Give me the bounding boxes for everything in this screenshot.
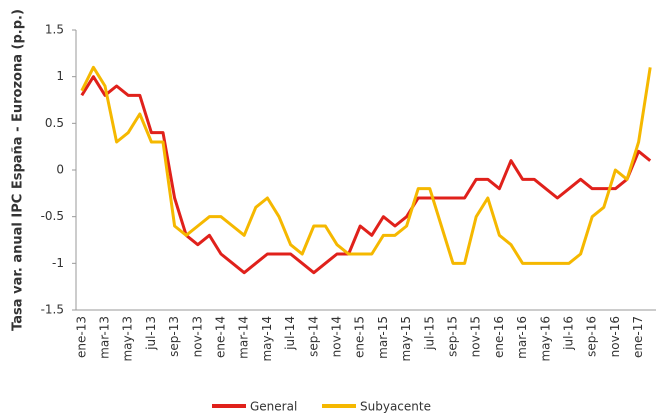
- x-tick-label: ene-13: [74, 316, 88, 358]
- y-tick-label: -1: [52, 256, 64, 270]
- x-tick-label: jul-16: [562, 316, 576, 351]
- line-series: [80, 65, 652, 265]
- x-tick-label: sep-16: [585, 316, 599, 357]
- x-tick-label: ene-14: [214, 316, 228, 358]
- x-tick-label: nov-14: [330, 316, 344, 357]
- x-tick-label: ene-15: [353, 316, 367, 358]
- x-tick-label: jul-13: [144, 316, 158, 351]
- x-tick-label: nov-15: [469, 316, 483, 357]
- y-tick-label: 0: [56, 163, 64, 177]
- x-tick-label: mar-16: [515, 316, 529, 359]
- x-tick-label: sep-14: [306, 316, 320, 357]
- x-tick-label: ene-16: [492, 316, 506, 358]
- x-tick-label: mar-13: [98, 316, 112, 359]
- x-tick-label: may-14: [260, 316, 274, 362]
- x-tick-label: may-16: [538, 316, 552, 362]
- x-tick-label: may-13: [121, 316, 135, 362]
- legend-label: General: [250, 400, 297, 414]
- x-tick-label: jul-14: [283, 316, 297, 351]
- x-tick-label: jul-15: [422, 316, 436, 351]
- y-tick-label: 1.5: [45, 23, 64, 37]
- x-tick-label: mar-15: [376, 316, 390, 359]
- legend-label: Subyacente: [360, 400, 431, 414]
- y-tick-label: 0.5: [45, 116, 64, 130]
- x-tick-label: ene-17: [631, 316, 645, 358]
- y-tick-label: 1: [56, 69, 64, 83]
- y-tick-label: -1.5: [41, 303, 64, 317]
- x-tick-label: sep-13: [167, 316, 181, 357]
- y-axis-label: Tasa var. anual IPC España - Eurozona (p…: [11, 9, 26, 331]
- x-tick-label: nov-16: [608, 316, 622, 357]
- x-tick-label: nov-13: [190, 316, 204, 357]
- x-tick-label: may-15: [399, 316, 413, 362]
- x-tick-label: mar-14: [237, 316, 251, 359]
- y-tick-label: -0.5: [41, 209, 64, 223]
- x-tick-label: sep-15: [446, 316, 460, 357]
- line-series: [80, 75, 652, 275]
